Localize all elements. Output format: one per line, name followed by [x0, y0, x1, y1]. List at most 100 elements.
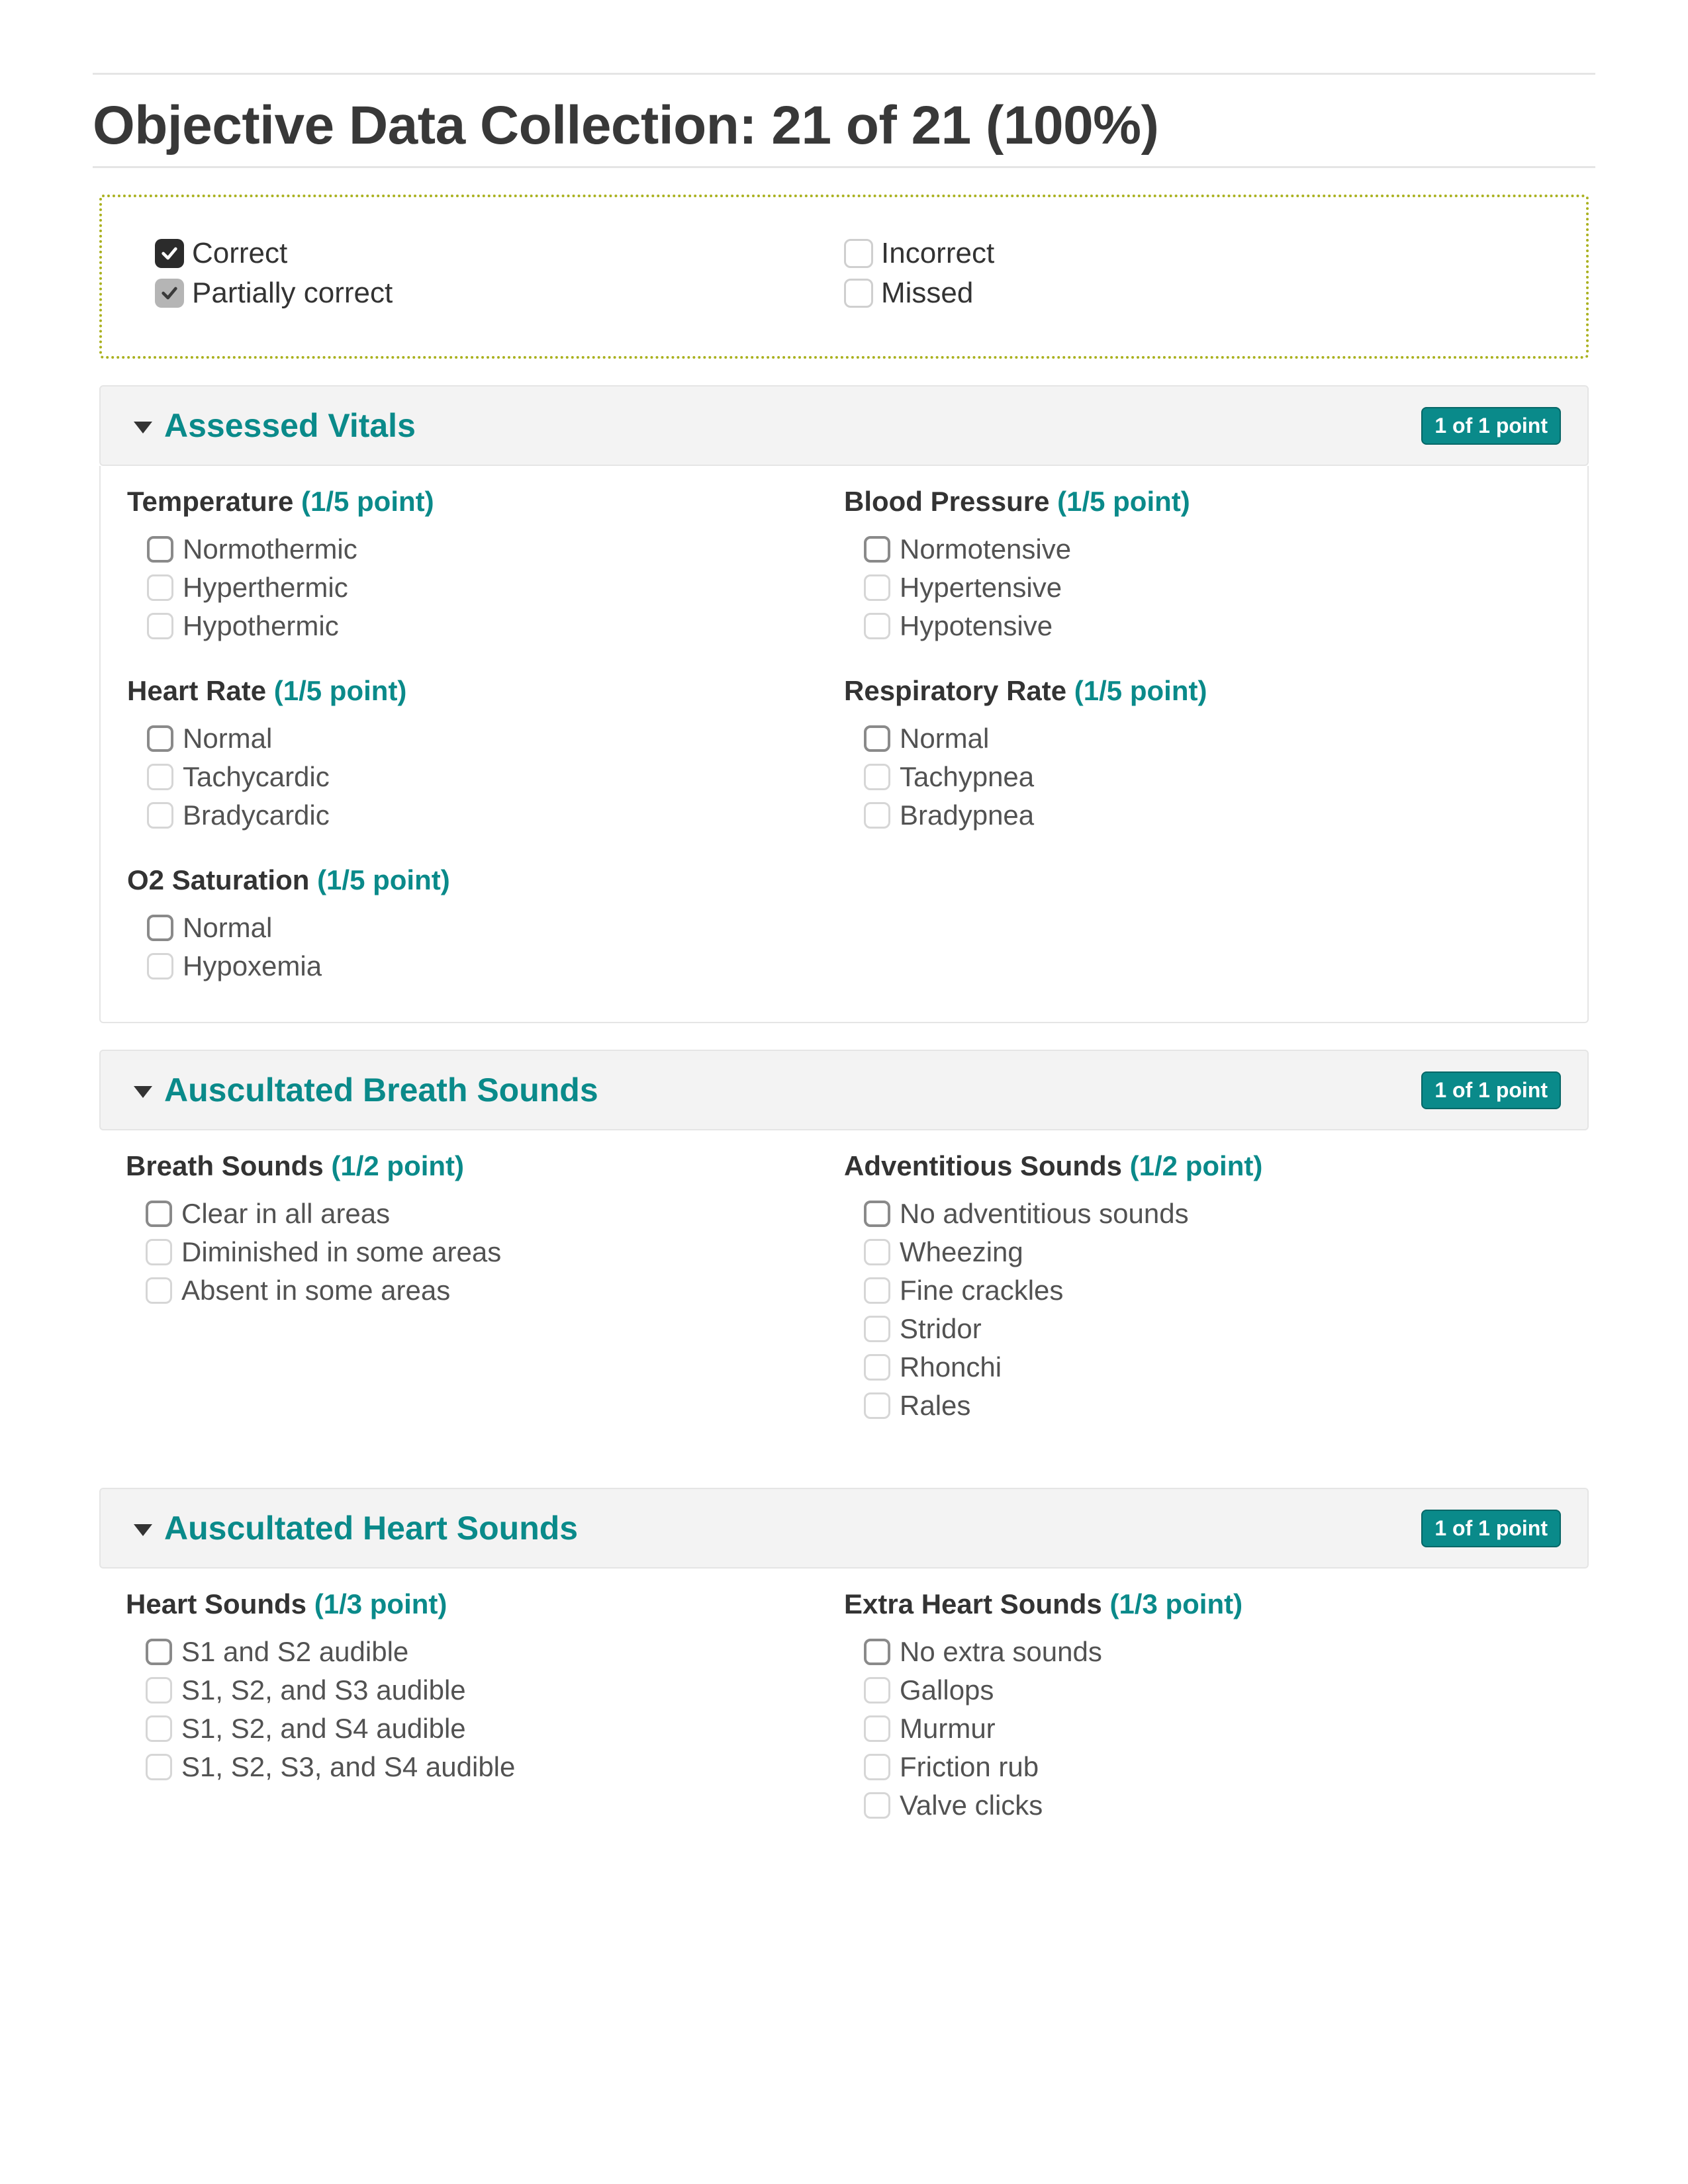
option-item[interactable]: Normal	[147, 723, 824, 754]
option-item[interactable]: S1, S2, and S3 audible	[146, 1674, 824, 1706]
option-item[interactable]: Hyperthermic	[147, 572, 824, 604]
option-label: Normal	[183, 912, 272, 944]
subgroup-title: Extra Heart Sounds (1/3 point)	[844, 1588, 1542, 1620]
option-item[interactable]: S1, S2, and S4 audible	[146, 1713, 824, 1745]
option-item[interactable]: Bradycardic	[147, 799, 824, 831]
checkbox-icon	[147, 764, 173, 790]
subgroup-fraction: (1/3 point)	[314, 1588, 447, 1619]
option-label: Fine crackles	[900, 1275, 1063, 1306]
section-title: Auscultated Breath Sounds	[164, 1071, 598, 1109]
option-label: Absent in some areas	[181, 1275, 450, 1306]
checkbox-icon	[864, 1316, 890, 1342]
option-item[interactable]: Normal	[864, 723, 1541, 754]
checkbox-icon	[864, 1754, 890, 1780]
option-item[interactable]: Friction rub	[864, 1751, 1542, 1783]
option-label: S1, S2, and S4 audible	[181, 1713, 466, 1745]
subgroup-title-text: Heart Sounds	[126, 1588, 306, 1619]
section-title: Auscultated Heart Sounds	[164, 1509, 578, 1547]
subgroup-heart-sounds: Heart Sounds (1/3 point) S1 and S2 audibl…	[126, 1588, 844, 1828]
option-label: Normal	[183, 723, 272, 754]
option-item[interactable]: Gallops	[864, 1674, 1542, 1706]
checkbox-icon	[147, 613, 173, 639]
option-label: Rhonchi	[900, 1351, 1002, 1383]
subgroup-fraction: (1/5 point)	[301, 486, 434, 517]
option-item[interactable]: Clear in all areas	[146, 1198, 824, 1230]
points-badge: 1 of 1 point	[1421, 407, 1561, 445]
options-list: No adventitious sounds Wheezing Fine crack…	[844, 1198, 1542, 1422]
title-divider	[93, 166, 1595, 168]
option-item[interactable]: Murmur	[864, 1713, 1542, 1745]
legend-label: Missed	[881, 277, 973, 310]
checkbox-icon	[864, 1677, 890, 1704]
option-label: Hyperthermic	[183, 572, 348, 604]
option-item[interactable]: Tachycardic	[147, 761, 824, 793]
option-label: Bradycardic	[183, 799, 330, 831]
option-item[interactable]: Fine crackles	[864, 1275, 1542, 1306]
subgroup-title: Respiratory Rate (1/5 point)	[844, 675, 1541, 707]
options-list: S1 and S2 audible S1, S2, and S3 audible S…	[126, 1636, 824, 1783]
section-auscultated-heart-sounds: Auscultated Heart Sounds1 of 1 point Hear…	[99, 1488, 1589, 1861]
section-header[interactable]: Auscultated Heart Sounds1 of 1 point	[99, 1488, 1589, 1569]
subgroup-title: Breath Sounds (1/2 point)	[126, 1150, 824, 1182]
content-wrapper: Correct Partially correct Incorrect Miss…	[93, 195, 1595, 1861]
option-item[interactable]: Bradypnea	[864, 799, 1541, 831]
subgroup-title-text: Adventitious Sounds	[844, 1150, 1122, 1181]
legend-col-right: Incorrect Missed	[844, 237, 1533, 316]
option-item[interactable]: No extra sounds	[864, 1636, 1542, 1668]
option-item[interactable]: No adventitious sounds	[864, 1198, 1542, 1230]
subgroup-title-text: Extra Heart Sounds	[844, 1588, 1102, 1619]
option-item[interactable]: Normal	[147, 912, 824, 944]
options-list: Normal Tachypnea Bradypnea	[844, 723, 1541, 831]
checkbox-icon	[147, 725, 173, 752]
option-item[interactable]: Absent in some areas	[146, 1275, 824, 1306]
option-item[interactable]: Normothermic	[147, 533, 824, 565]
option-item[interactable]: Valve clicks	[864, 1790, 1542, 1821]
subgroup-fraction: (1/5 point)	[1057, 486, 1190, 517]
option-label: Tachypnea	[900, 761, 1034, 793]
option-item[interactable]: Hypothermic	[147, 610, 824, 642]
option-item[interactable]: Hypertensive	[864, 572, 1541, 604]
option-label: No extra sounds	[900, 1636, 1102, 1668]
option-item[interactable]: Rhonchi	[864, 1351, 1542, 1383]
subgroup-extra-heart-sounds: Extra Heart Sounds (1/3 point) No extra s…	[844, 1588, 1562, 1828]
option-label: Hypotensive	[900, 610, 1053, 642]
options-list: Normal Tachycardic Bradycardic	[127, 723, 824, 831]
subgroup-heart-rate: Heart Rate (1/5 point)NormalTachycardicB…	[127, 675, 844, 838]
subgroup-breath-sounds: Breath Sounds (1/2 point) Clear in all ar…	[126, 1150, 844, 1428]
option-item[interactable]: Normotensive	[864, 533, 1541, 565]
subgroup-respiratory-rate: Respiratory Rate (1/5 point) Normal Tachyp…	[844, 675, 1561, 838]
options-list: Normal Hypoxemia	[127, 912, 824, 982]
legend-label: Partially correct	[192, 277, 393, 310]
section-auscultated-breath-sounds: Auscultated Breath Sounds 1 of 1 point Bre…	[99, 1050, 1589, 1461]
section-title: Assessed Vitals	[164, 406, 416, 445]
chevron-down-icon	[134, 1086, 152, 1098]
option-label: Hypoxemia	[183, 950, 322, 982]
option-label: Normothermic	[183, 533, 357, 565]
subgroup-blood-pressure: Blood Pressure (1/5 point)NormotensiveHy…	[844, 486, 1561, 649]
subgroup-fraction: (1/5 point)	[317, 864, 450, 895]
option-item[interactable]: Wheezing	[864, 1236, 1542, 1268]
option-item[interactable]: S1, S2, S3, and S4 audible	[146, 1751, 824, 1783]
checkbox-icon	[864, 574, 890, 601]
chevron-down-icon	[134, 422, 152, 433]
option-label: Tachycardic	[183, 761, 330, 793]
points-badge: 1 of 1 point	[1421, 1071, 1561, 1109]
section-header[interactable]: Assessed Vitals 1 of 1 point	[99, 385, 1589, 466]
checkbox-icon	[146, 1715, 172, 1742]
option-item[interactable]: Stridor	[864, 1313, 1542, 1345]
checkbox-icon	[864, 1715, 890, 1742]
section-assessed-vitals: Assessed Vitals1 of 1 pointTemperature (…	[99, 385, 1589, 1023]
top-divider	[93, 73, 1595, 75]
option-label: Hypertensive	[900, 572, 1062, 604]
option-item[interactable]: Tachypnea	[864, 761, 1541, 793]
option-item[interactable]: Hypotensive	[864, 610, 1541, 642]
option-item[interactable]: S1 and S2 audible	[146, 1636, 824, 1668]
section-header[interactable]: Auscultated Breath Sounds 1 of 1 point	[99, 1050, 1589, 1130]
checkbox-icon	[146, 1677, 172, 1704]
option-item[interactable]: Hypoxemia	[147, 950, 824, 982]
option-label: Bradypnea	[900, 799, 1034, 831]
option-label: Hypothermic	[183, 610, 339, 642]
option-item[interactable]: Diminished in some areas	[146, 1236, 824, 1268]
option-item[interactable]: Rales	[864, 1390, 1542, 1422]
option-label: Clear in all areas	[181, 1198, 390, 1230]
